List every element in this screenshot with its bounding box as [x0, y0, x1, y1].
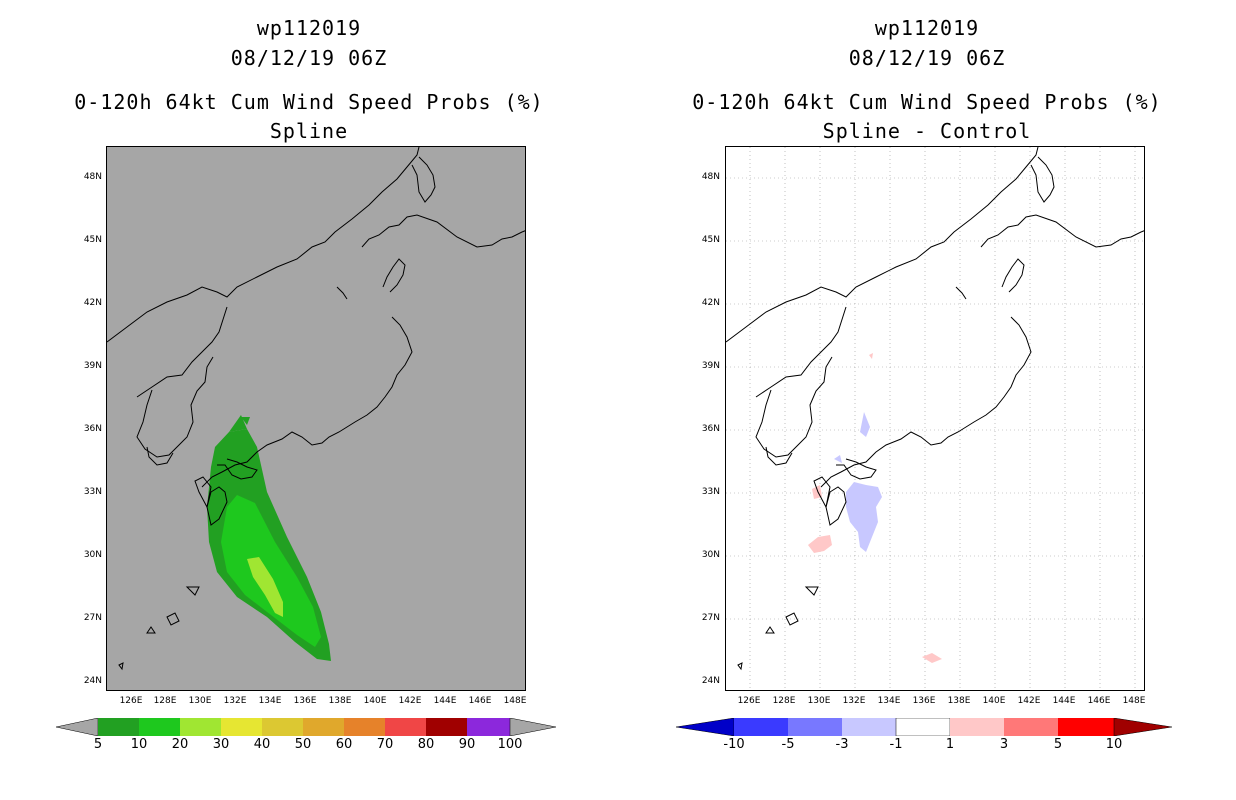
lat-label: 30N	[83, 550, 102, 560]
lat-label: 48N	[83, 172, 102, 182]
datetime-title: 08/12/19 06Z	[848, 46, 1006, 70]
lon-label: 148E	[503, 696, 527, 706]
lat-label: 27N	[701, 613, 720, 623]
lat-label: 48N	[701, 172, 720, 182]
lon-label: 128E	[772, 696, 796, 706]
lon-label: 130E	[807, 696, 831, 706]
lon-label: 140E	[982, 696, 1006, 706]
colorbar-label: 90	[458, 737, 476, 752]
datetime-title: 08/12/19 06Z	[230, 46, 388, 70]
lon-label: 128E	[153, 696, 177, 706]
lon-label: 132E	[223, 696, 247, 706]
colorbar-label: 60	[335, 737, 353, 752]
diff-pos-region	[808, 535, 832, 553]
difference-colorbar	[676, 718, 1172, 736]
diff-pos-south	[922, 653, 942, 663]
product-title: 0-120h 64kt Cum Wind Speed Probs (%)	[692, 90, 1162, 114]
lon-label: 138E	[328, 696, 352, 706]
lat-label: 33N	[701, 487, 720, 497]
lat-label: 36N	[701, 424, 720, 434]
lat-label: 39N	[83, 361, 102, 371]
lon-label: 130E	[188, 696, 212, 706]
probability-map	[106, 146, 526, 691]
lon-label: 146E	[1087, 696, 1111, 706]
lat-lon-grid	[726, 147, 1144, 690]
colorbar-label: -1	[889, 737, 903, 752]
variant-title: Spline	[269, 119, 349, 143]
lat-label: 27N	[83, 613, 102, 623]
lon-label: 138E	[947, 696, 971, 706]
right-panel: wp112019 08/12/19 06Z 0-120h 64kt Cum Wi…	[618, 0, 1236, 800]
lat-label: 42N	[701, 298, 720, 308]
variant-title: Spline - Control	[822, 119, 1032, 143]
colorbar-label: 3	[999, 737, 1009, 752]
colorbar-label: 70	[376, 737, 394, 752]
lat-label: 45N	[701, 235, 720, 245]
lat-label: 36N	[83, 424, 102, 434]
prob-20-region	[247, 557, 283, 617]
colorbar-label: 1	[945, 737, 955, 752]
difference-map	[725, 146, 1145, 691]
lon-label: 140E	[363, 696, 387, 706]
colorbar-label: -5	[781, 737, 795, 752]
colorbar-label: 40	[253, 737, 271, 752]
lat-label: 33N	[83, 487, 102, 497]
lon-label: 132E	[842, 696, 866, 706]
map-canvas	[107, 147, 525, 671]
colorbar-label: 50	[294, 737, 312, 752]
lat-label: 42N	[83, 298, 102, 308]
lat-label: 30N	[701, 550, 720, 560]
colorbar-label: -10	[723, 737, 745, 752]
diff-neg-spike	[860, 412, 870, 437]
lat-label: 24N	[83, 676, 102, 686]
diff-neg-dot	[834, 455, 842, 463]
colorbar-label: 80	[417, 737, 435, 752]
product-title: 0-120h 64kt Cum Wind Speed Probs (%)	[74, 90, 544, 114]
storm-id-title: wp112019	[874, 16, 980, 40]
lon-label: 134E	[258, 696, 282, 706]
lon-label: 144E	[1052, 696, 1076, 706]
prob-5-spike	[229, 415, 247, 432]
diff-neg-region	[846, 482, 882, 552]
lon-label: 146E	[468, 696, 492, 706]
lat-label: 39N	[701, 361, 720, 371]
colorbar-label: 5	[93, 737, 103, 752]
storm-id-title: wp112019	[256, 16, 362, 40]
lon-label: 142E	[398, 696, 422, 706]
left-panel: wp112019 08/12/19 06Z 0-120h 64kt Cum Wi…	[56, 16, 556, 752]
lon-label: 148E	[1122, 696, 1146, 706]
prob-5-dot	[241, 417, 250, 425]
colorbar-label: 30	[212, 737, 230, 752]
map-canvas	[726, 147, 1144, 690]
colorbar-label: 20	[171, 737, 189, 752]
probability-colorbar	[56, 718, 556, 736]
coastlines	[107, 147, 525, 671]
lat-label: 24N	[701, 676, 720, 686]
prob-10-region	[221, 495, 321, 647]
coastlines	[726, 147, 1144, 671]
lon-label: 136E	[912, 696, 936, 706]
colorbar-label: 100	[497, 737, 523, 752]
lon-label: 134E	[877, 696, 901, 706]
lon-label: 142E	[1017, 696, 1041, 706]
colorbar-label: 10	[1105, 737, 1123, 752]
lat-label: 45N	[83, 235, 102, 245]
colorbar-label: 10	[130, 737, 148, 752]
lon-label: 126E	[737, 696, 761, 706]
lon-label: 136E	[293, 696, 317, 706]
lon-label: 126E	[119, 696, 143, 706]
diff-pos-dot	[869, 353, 873, 359]
colorbar-label: 5	[1053, 737, 1063, 752]
colorbar-label: -3	[835, 737, 849, 752]
lon-label: 144E	[433, 696, 457, 706]
